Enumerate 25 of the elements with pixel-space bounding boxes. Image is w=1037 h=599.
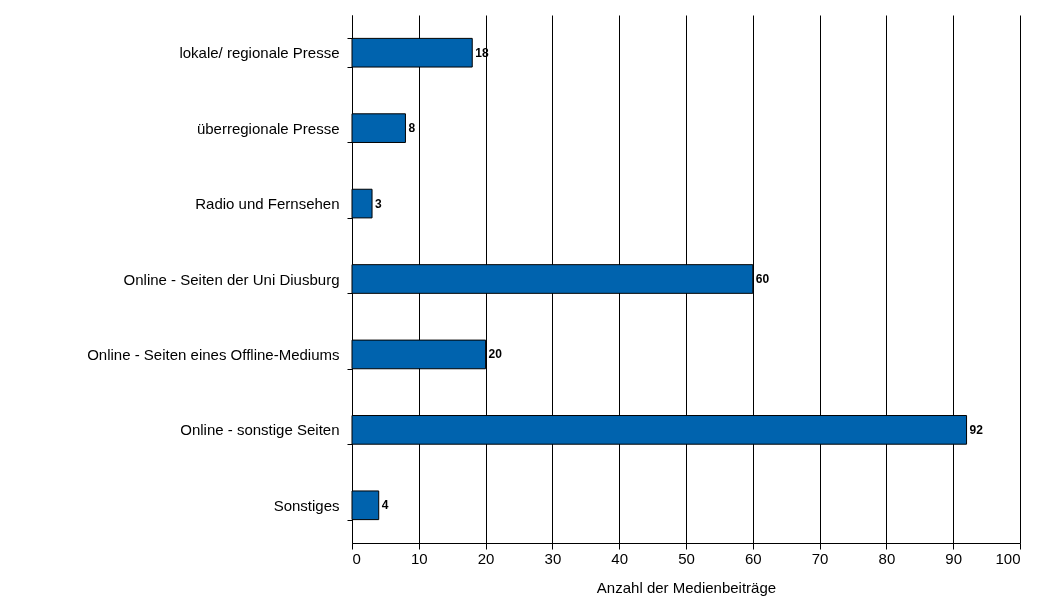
x-tick-label: 90: [945, 549, 963, 567]
data-label: 60: [755, 272, 770, 286]
x-tick-label: 20: [477, 549, 495, 567]
data-label: 4: [381, 498, 389, 513]
y-tick-label: Sonstiges: [273, 496, 340, 514]
x-tick-label: 30: [544, 549, 562, 567]
x-tick-label: 80: [878, 549, 896, 567]
x-axis-title: Anzahl der Medienbeiträge: [596, 578, 777, 596]
x-tick-label: 0: [352, 549, 361, 567]
data-label: 8: [408, 121, 416, 136]
y-tick-label: lokale/ regionale Presse: [179, 44, 340, 62]
x-tick-label: 70: [811, 549, 829, 567]
y-tick-label: Online - sonstige Seiten: [180, 421, 340, 439]
data-label: 20: [488, 347, 503, 362]
y-tick-label: Radio und Fernsehen: [195, 195, 340, 213]
y-tick-label: überregionale Presse: [196, 119, 340, 137]
y-tick-label: Online - Seiten der Uni Diusburg: [123, 270, 340, 288]
data-label: 92: [969, 422, 984, 437]
y-tick-label: Online - Seiten eines Offline-Mediums: [87, 345, 340, 363]
x-tick-label: 100: [995, 549, 1021, 567]
x-tick-label: 10: [410, 549, 428, 567]
data-label: 3: [375, 196, 383, 211]
x-tick-label: 60: [744, 549, 762, 567]
x-tick-label: 50: [678, 549, 695, 567]
x-tick-label: 40: [611, 549, 629, 567]
